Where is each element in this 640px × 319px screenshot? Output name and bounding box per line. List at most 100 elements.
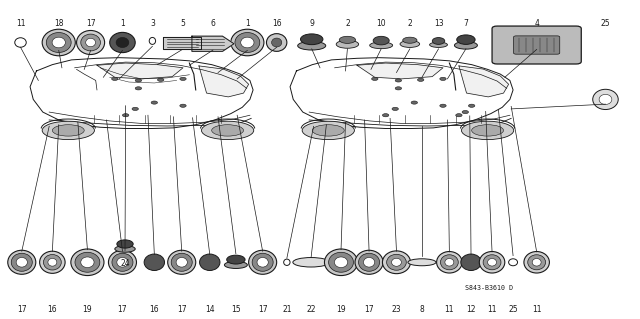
Ellipse shape: [257, 257, 268, 267]
Text: 5: 5: [180, 19, 185, 28]
Ellipse shape: [528, 255, 545, 270]
Text: 17: 17: [86, 19, 95, 28]
Circle shape: [440, 77, 446, 80]
Polygon shape: [357, 63, 443, 79]
Ellipse shape: [71, 249, 104, 276]
Ellipse shape: [599, 94, 612, 105]
Ellipse shape: [252, 253, 273, 271]
Text: 16: 16: [272, 19, 282, 28]
Ellipse shape: [227, 255, 245, 264]
Ellipse shape: [42, 121, 95, 140]
Circle shape: [180, 77, 186, 80]
Ellipse shape: [75, 252, 100, 272]
Text: 15: 15: [231, 305, 241, 314]
Text: 16: 16: [47, 305, 57, 314]
Ellipse shape: [109, 33, 135, 53]
Circle shape: [462, 110, 468, 114]
Text: 11: 11: [487, 305, 497, 314]
Text: 3: 3: [150, 19, 155, 28]
Text: 1: 1: [245, 19, 250, 28]
Text: 17: 17: [364, 305, 374, 314]
Text: 18: 18: [54, 19, 63, 28]
Ellipse shape: [403, 37, 417, 43]
Ellipse shape: [436, 251, 462, 273]
Ellipse shape: [387, 254, 406, 270]
Ellipse shape: [509, 259, 518, 266]
Text: 16: 16: [150, 305, 159, 314]
Text: 14: 14: [205, 305, 214, 314]
Ellipse shape: [328, 252, 353, 272]
Ellipse shape: [301, 34, 323, 45]
Ellipse shape: [457, 35, 475, 44]
Circle shape: [440, 104, 446, 107]
Circle shape: [395, 87, 401, 90]
Ellipse shape: [483, 255, 501, 270]
Circle shape: [417, 78, 424, 81]
Ellipse shape: [44, 255, 61, 270]
Ellipse shape: [248, 250, 276, 274]
Ellipse shape: [202, 121, 253, 140]
Polygon shape: [192, 36, 234, 51]
Ellipse shape: [231, 29, 264, 56]
Ellipse shape: [200, 254, 220, 271]
Ellipse shape: [408, 259, 436, 266]
Ellipse shape: [81, 34, 100, 51]
Circle shape: [157, 78, 164, 81]
Circle shape: [135, 87, 141, 90]
Text: 7: 7: [463, 19, 468, 28]
Text: 23: 23: [392, 305, 401, 314]
Ellipse shape: [149, 37, 156, 44]
Ellipse shape: [373, 36, 389, 45]
Ellipse shape: [15, 38, 26, 47]
Ellipse shape: [440, 255, 458, 270]
Ellipse shape: [312, 125, 344, 136]
Ellipse shape: [117, 240, 133, 248]
Text: 22: 22: [307, 305, 316, 314]
Ellipse shape: [339, 36, 356, 43]
Ellipse shape: [16, 257, 28, 267]
Ellipse shape: [8, 250, 36, 274]
Ellipse shape: [112, 253, 133, 271]
Text: 21: 21: [282, 305, 292, 314]
Ellipse shape: [358, 253, 380, 271]
Text: 9: 9: [309, 19, 314, 28]
Ellipse shape: [115, 246, 135, 252]
Ellipse shape: [235, 33, 260, 52]
Polygon shape: [97, 63, 183, 79]
Ellipse shape: [293, 257, 330, 267]
FancyBboxPatch shape: [513, 36, 560, 54]
Circle shape: [122, 114, 129, 117]
Ellipse shape: [176, 257, 188, 267]
Ellipse shape: [370, 42, 393, 49]
Text: 10: 10: [376, 19, 386, 28]
Text: S843-B3610 D: S843-B3610 D: [465, 285, 513, 291]
Ellipse shape: [81, 257, 94, 268]
Ellipse shape: [336, 40, 358, 48]
Circle shape: [383, 114, 389, 117]
Text: 11: 11: [532, 305, 541, 314]
Text: 17: 17: [118, 305, 127, 314]
Circle shape: [151, 101, 157, 104]
Text: 12: 12: [467, 305, 476, 314]
Text: 19: 19: [83, 305, 92, 314]
Text: 17: 17: [17, 305, 27, 314]
Ellipse shape: [392, 258, 401, 266]
Ellipse shape: [593, 89, 618, 109]
Ellipse shape: [48, 258, 57, 266]
Ellipse shape: [284, 259, 290, 265]
Ellipse shape: [445, 258, 454, 266]
Circle shape: [392, 107, 398, 110]
Text: 17: 17: [258, 305, 268, 314]
Text: 4: 4: [534, 19, 539, 28]
Circle shape: [372, 77, 378, 80]
Ellipse shape: [212, 125, 244, 136]
Text: 2: 2: [345, 19, 350, 28]
Ellipse shape: [266, 33, 287, 51]
Circle shape: [395, 79, 401, 82]
Text: 17: 17: [177, 305, 186, 314]
Ellipse shape: [429, 42, 447, 48]
Polygon shape: [163, 37, 202, 49]
Text: 25: 25: [601, 19, 611, 28]
Circle shape: [456, 114, 462, 117]
Circle shape: [411, 101, 417, 104]
